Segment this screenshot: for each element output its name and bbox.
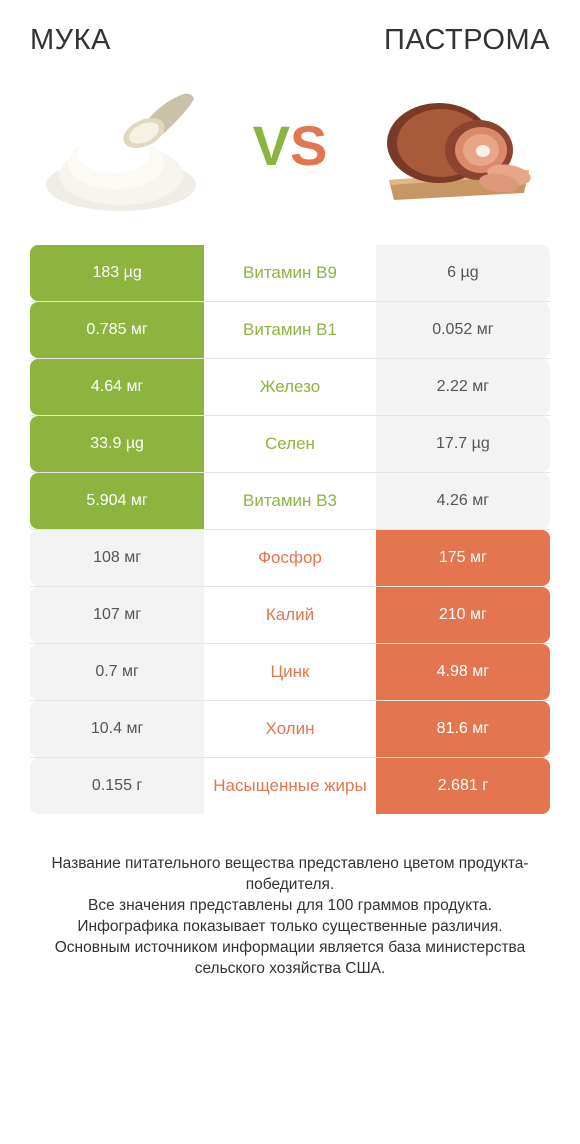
value-left: 4.64 мг bbox=[30, 359, 204, 415]
footer-line: Инфографика показывает только существенн… bbox=[36, 917, 544, 938]
nutrition-row: 0.785 мгВитамин B10.052 мг bbox=[30, 302, 550, 358]
nutrient-name: Цинк bbox=[204, 644, 376, 700]
nutrient-name: Витамин B9 bbox=[204, 245, 376, 301]
nutrient-name: Калий bbox=[204, 587, 376, 643]
value-right: 4.98 мг bbox=[376, 644, 550, 700]
flour-image bbox=[36, 75, 211, 215]
title-right: ПАСТРОМА bbox=[384, 24, 550, 57]
images-row: VS bbox=[30, 75, 550, 215]
value-right: 6 µg bbox=[376, 245, 550, 301]
nutrient-name: Витамин B1 bbox=[204, 302, 376, 358]
nutrition-row: 108 мгФосфор175 мг bbox=[30, 530, 550, 586]
nutrition-row: 10.4 мгХолин81.6 мг bbox=[30, 701, 550, 757]
vs-v: V bbox=[253, 114, 290, 177]
value-left: 0.7 мг bbox=[30, 644, 204, 700]
value-right: 210 мг bbox=[376, 587, 550, 643]
footer-notes: Название питательного вещества представл… bbox=[30, 854, 550, 980]
value-right: 4.26 мг bbox=[376, 473, 550, 529]
footer-line: Все значения представлены для 100 граммо… bbox=[36, 896, 544, 917]
value-left: 0.155 г bbox=[30, 758, 204, 814]
nutrient-name: Холин bbox=[204, 701, 376, 757]
nutrient-name: Витамин B3 bbox=[204, 473, 376, 529]
nutrition-row: 0.155 гНасыщенные жиры2.681 г bbox=[30, 758, 550, 814]
title-left: МУКА bbox=[30, 24, 111, 57]
nutrient-name: Насыщенные жиры bbox=[204, 758, 376, 814]
value-left: 108 мг bbox=[30, 530, 204, 586]
infographic-container: МУКА ПАСТРОМА VS bbox=[0, 0, 580, 1000]
footer-line: Основным источником информации является … bbox=[36, 938, 544, 980]
value-left: 5.904 мг bbox=[30, 473, 204, 529]
nutrient-name: Селен bbox=[204, 416, 376, 472]
value-left: 107 мг bbox=[30, 587, 204, 643]
nutrition-row: 107 мгКалий210 мг bbox=[30, 587, 550, 643]
nutrition-row: 33.9 µgСелен17.7 µg bbox=[30, 416, 550, 472]
footer-line: Название питательного вещества представл… bbox=[36, 854, 544, 896]
nutrient-name: Фосфор bbox=[204, 530, 376, 586]
value-right: 175 мг bbox=[376, 530, 550, 586]
value-right: 81.6 мг bbox=[376, 701, 550, 757]
header: МУКА ПАСТРОМА bbox=[30, 24, 550, 57]
value-left: 0.785 мг bbox=[30, 302, 204, 358]
vs-label: VS bbox=[253, 113, 328, 178]
value-left: 33.9 µg bbox=[30, 416, 204, 472]
value-right: 2.681 г bbox=[376, 758, 550, 814]
nutrition-table: 183 µgВитамин B96 µg0.785 мгВитамин B10.… bbox=[30, 245, 550, 814]
value-left: 183 µg bbox=[30, 245, 204, 301]
nutrition-row: 183 µgВитамин B96 µg bbox=[30, 245, 550, 301]
nutrition-row: 5.904 мгВитамин B34.26 мг bbox=[30, 473, 550, 529]
nutrition-row: 4.64 мгЖелезо2.22 мг bbox=[30, 359, 550, 415]
value-left: 10.4 мг bbox=[30, 701, 204, 757]
nutrient-name: Железо bbox=[204, 359, 376, 415]
value-right: 17.7 µg bbox=[376, 416, 550, 472]
value-right: 2.22 мг bbox=[376, 359, 550, 415]
value-right: 0.052 мг bbox=[376, 302, 550, 358]
pastrami-image bbox=[369, 75, 544, 215]
vs-s: S bbox=[290, 114, 327, 177]
nutrition-row: 0.7 мгЦинк4.98 мг bbox=[30, 644, 550, 700]
